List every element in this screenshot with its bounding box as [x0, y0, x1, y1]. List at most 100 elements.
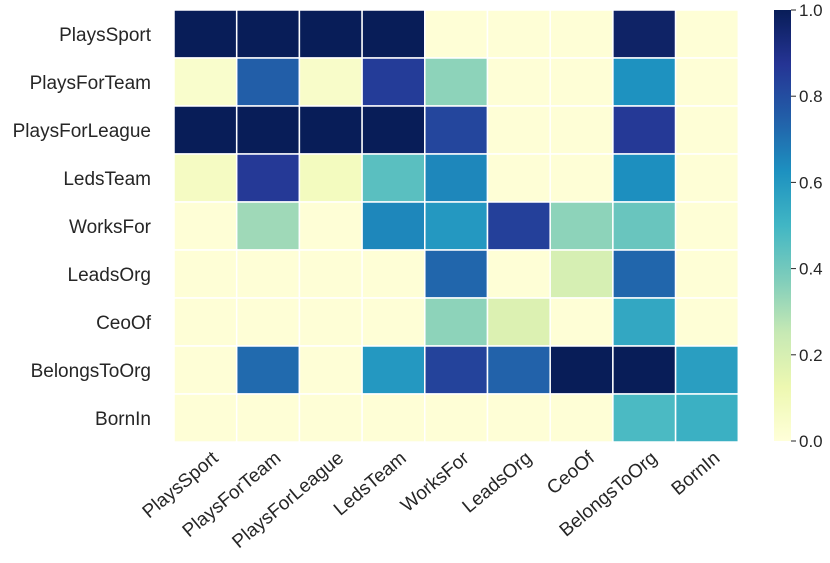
- heatmap-cell: [486, 153, 551, 203]
- heatmap-cell: [173, 297, 238, 347]
- heatmap-cell: [612, 345, 677, 395]
- heatmap-cell: [235, 297, 301, 347]
- row-label: CeoOf: [96, 313, 152, 334]
- row-label: BornIn: [95, 409, 151, 430]
- heatmap-cell: [424, 57, 489, 107]
- heatmap-cell: [486, 297, 551, 347]
- heatmap-cell: [424, 153, 489, 203]
- heatmap-cell: [235, 201, 301, 251]
- row-label: PlaysSport: [59, 25, 152, 46]
- row-label: WorksFor: [69, 217, 152, 238]
- heatmap-cell: [361, 105, 426, 155]
- colorbar-tick-label: 0.4: [799, 260, 823, 279]
- heatmap-cell: [612, 201, 677, 251]
- heatmap-cell: [612, 57, 677, 107]
- row-labels: PlaysSport PlaysForTeam PlaysForLeague Leds…: [13, 25, 152, 430]
- heatmap-cell: [424, 249, 489, 299]
- heatmap-cell: [674, 57, 740, 107]
- heatmap-cell: [361, 153, 426, 203]
- row-label: LedsTeam: [63, 169, 151, 190]
- heatmap-cell: [298, 249, 363, 299]
- heatmap-cell: [298, 57, 363, 107]
- heatmap-cell: [549, 9, 614, 59]
- heatmap-cell: [235, 345, 301, 395]
- heatmap-cell: [298, 9, 363, 59]
- heatmap-cell: [612, 297, 677, 347]
- heatmap-cell: [173, 105, 238, 155]
- heatmap-cell: [424, 201, 489, 251]
- heatmap-cell: [424, 105, 489, 155]
- heatmap-cell: [361, 297, 426, 347]
- heatmap-cell: [549, 345, 614, 395]
- heatmap-cell: [612, 249, 677, 299]
- heatmap-cell: [549, 201, 614, 251]
- heatmap-cell: [674, 9, 740, 59]
- heatmap-cell: [549, 297, 614, 347]
- column-labels: PlaysSportPlaysForTeamPlaysForLeagueLeds…: [139, 447, 724, 552]
- heatmap-cell: [549, 153, 614, 203]
- colorbar-tick-label: 0.2: [799, 346, 823, 365]
- row-label: PlaysForLeague: [13, 121, 151, 142]
- row-label: LeadsOrg: [68, 265, 151, 286]
- heatmap-cell: [674, 249, 740, 299]
- heatmap-cell: [173, 393, 238, 443]
- heatmap-cell: [361, 9, 426, 59]
- heatmap-cell: [235, 9, 301, 59]
- heatmap-cell: [612, 153, 677, 203]
- column-label: LeadsOrg: [459, 448, 536, 518]
- heatmap-cell: [235, 249, 301, 299]
- column-label: CeoOf: [543, 447, 599, 499]
- heatmap-cell: [298, 153, 363, 203]
- heatmap-cell: [361, 393, 426, 443]
- heatmap-cell: [298, 105, 363, 155]
- heatmap-cell: [486, 105, 551, 155]
- column-label: PlaysForLeague: [228, 448, 347, 553]
- heatmap-cell: [486, 9, 551, 59]
- heatmap-cell: [424, 393, 489, 443]
- heatmap-cell: [424, 345, 489, 395]
- row-label: BelongsToOrg: [31, 361, 151, 382]
- heatmap-cell: [674, 201, 740, 251]
- heatmap-cell: [173, 345, 238, 395]
- colorbar-tick-label: 0.8: [799, 87, 823, 106]
- heatmap-cell: [361, 249, 426, 299]
- heatmap-cell: [549, 393, 614, 443]
- heatmap-cell: [235, 393, 301, 443]
- heatmap-cell: [424, 297, 489, 347]
- colorbar-gradient: [774, 10, 791, 441]
- heatmap-cell: [486, 201, 551, 251]
- colorbar-tick-label: 0.6: [799, 173, 823, 192]
- heatmap-cell: [674, 297, 740, 347]
- colorbar-tick-label: 1.0: [799, 1, 823, 20]
- heatmap-cell: [612, 9, 677, 59]
- heatmap-cell: [549, 249, 614, 299]
- heatmap-cell: [361, 201, 426, 251]
- colorbar-tick-label: 0.0: [799, 432, 823, 451]
- heatmap-cell: [424, 9, 489, 59]
- heatmap-cell: [173, 249, 238, 299]
- row-label: PlaysForTeam: [30, 73, 151, 94]
- heatmap-cell: [674, 345, 740, 395]
- colorbar-ticks: 0.0 0.2 0.4 0.6 0.8 1.0: [791, 1, 823, 451]
- heatmap-cell: [549, 57, 614, 107]
- heatmap-cell: [486, 393, 551, 443]
- heatmap-cell: [173, 201, 238, 251]
- heatmap-cell: [612, 393, 677, 443]
- heatmap-cells: [173, 9, 740, 443]
- heatmap-cell: [361, 57, 426, 107]
- heatmap-cell: [549, 105, 614, 155]
- heatmap-cell: [173, 153, 238, 203]
- heatmap-cell: [486, 249, 551, 299]
- heatmap-cell: [173, 9, 238, 59]
- heatmap-cell: [486, 57, 551, 107]
- heatmap-cell: [298, 345, 363, 395]
- heatmap-cell: [612, 105, 677, 155]
- heatmap-cell: [298, 201, 363, 251]
- heatmap-cell: [173, 57, 238, 107]
- column-label: BornIn: [668, 448, 724, 500]
- heatmap-cell: [486, 345, 551, 395]
- heatmap-cell: [235, 153, 301, 203]
- heatmap-cell: [361, 345, 426, 395]
- heatmap-cell: [674, 153, 740, 203]
